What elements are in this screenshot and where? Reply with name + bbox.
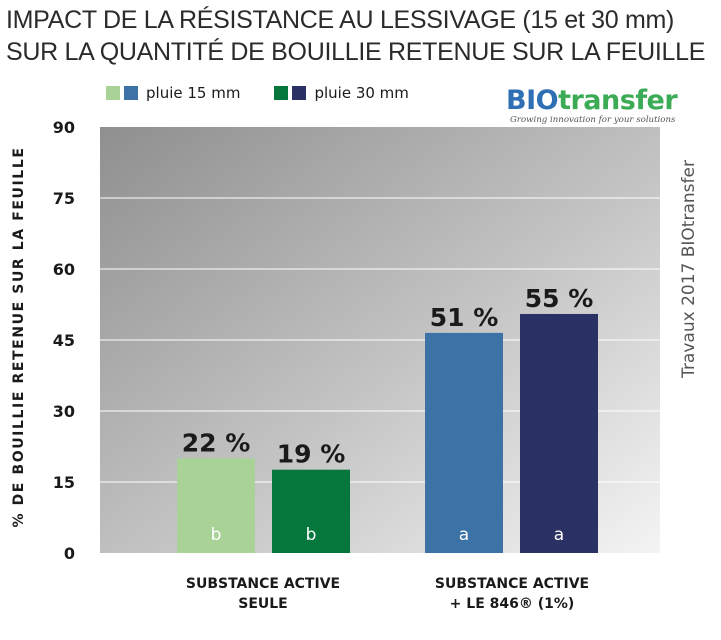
bar-significance-letter: b (211, 525, 222, 545)
chart-title-line-2: SUR LA QUANTITÉ DE BOUILLIE RETENUE SUR … (6, 38, 706, 66)
legend: pluie 15 mm pluie 30 mm (106, 84, 443, 102)
y-axis-ticks: 0 15 30 45 60 75 90 (53, 118, 75, 563)
y-tick-label: 90 (53, 118, 75, 137)
bar-0-0 (177, 458, 255, 553)
logo-part-transfer: transfer (558, 85, 678, 116)
category-label-line: SEULE (238, 596, 288, 612)
category-label-line: SUBSTANCE ACTIVE (434, 576, 590, 592)
category-label-line: + LE 846® (1%) (449, 596, 575, 612)
y-tick-label: 75 (53, 189, 75, 208)
logo-part-bio: BIO (506, 85, 559, 116)
bar-significance-letter: a (459, 525, 469, 545)
legend-swatch-15mm-dark (124, 86, 138, 100)
legend-item-15mm: pluie 15 mm (106, 84, 240, 102)
legend-label-15mm: pluie 15 mm (146, 84, 241, 102)
chart-title-line-1: IMPACT DE LA RÉSISTANCE AU LESSIVAGE (15… (6, 6, 675, 34)
legend-label-30mm: pluie 30 mm (314, 84, 409, 102)
y-tick-label: 0 (64, 544, 75, 563)
bar-1-1 (520, 313, 598, 553)
y-tick-label: 30 (53, 402, 75, 421)
category-label-substance-le846: SUBSTANCE ACTIVE + LE 846® (1%) (392, 574, 632, 614)
bar-significance-letter: a (554, 525, 564, 545)
biotransfer-logo: BIOtransfer Growing innovation for your … (506, 85, 678, 126)
y-tick-label: 60 (53, 260, 75, 279)
bar-value-label: 19 % (277, 440, 346, 469)
bar-1-0 (425, 332, 503, 553)
bar-value-label: 55 % (525, 284, 594, 313)
y-tick-label: 15 (53, 473, 75, 492)
y-tick-label: 45 (53, 331, 75, 350)
bar-value-label: 51 % (430, 303, 499, 332)
legend-swatch-30mm-light (274, 86, 289, 100)
bar-value-label: 22 % (182, 428, 251, 457)
bars: 22 % b 19 % b 51 % a 55 % a (177, 284, 598, 553)
bar-0-1 (272, 469, 350, 553)
logo-wordmark: BIOtransfer (506, 85, 678, 116)
category-label-substance-seule: SUBSTANCE ACTIVE SEULE (143, 574, 383, 614)
logo-tagline: Growing innovation for your solutions (510, 115, 676, 125)
legend-item-30mm: pluie 30 mm (274, 84, 409, 102)
legend-swatch-30mm-dark (292, 86, 307, 100)
legend-swatch-15mm-light (106, 86, 120, 100)
bar-significance-letter: b (306, 525, 317, 545)
category-label-line: SUBSTANCE ACTIVE (185, 576, 341, 592)
